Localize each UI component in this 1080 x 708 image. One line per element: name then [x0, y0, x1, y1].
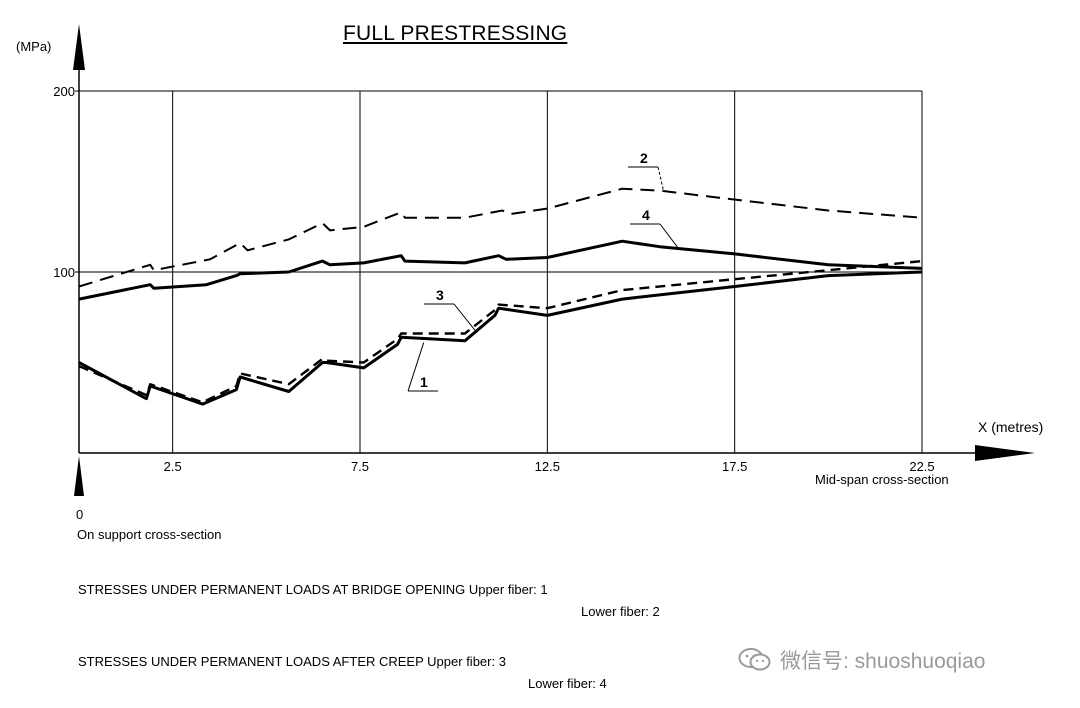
legend-opening-upper: Upper fiber: 1 [468, 582, 548, 597]
y-tick-label-100: 100 [53, 265, 75, 280]
series-callout-1: 1 [420, 374, 428, 390]
series-callout-4: 4 [642, 207, 650, 223]
legend-opening-title: STRESSES UNDER PERMANENT LOADS AT BRIDGE… [78, 582, 548, 597]
series-line-4 [78, 239, 923, 301]
series-callout-3: 3 [436, 287, 444, 303]
legend-opening-text: STRESSES UNDER PERMANENT LOADS AT BRIDGE… [78, 582, 466, 597]
series-callout-leader-4 [659, 223, 679, 249]
x-tick-label-12.5: 12.5 [535, 459, 560, 474]
legend-creep-upper: Upper fiber: 3 [427, 654, 506, 669]
origin-arrow [74, 456, 84, 496]
wechat-icon [738, 648, 771, 671]
x-tick-label-22.5: 22.5 [909, 459, 934, 474]
axes [73, 24, 1035, 496]
x-origin-label: 0 [76, 507, 84, 522]
series-callout-2: 2 [640, 150, 648, 166]
series-line-2 [78, 187, 923, 288]
legend-creep-text: STRESSES UNDER PERMANENT LOADS AFTER CRE… [78, 654, 424, 669]
axis-ticks: 2.5 7.5 12.5 17.5 22.5 100 200 [53, 84, 934, 474]
series-line-1 [78, 270, 923, 406]
watermark: 微信号: shuoshuoqiao [738, 645, 985, 675]
legend-creep-title: STRESSES UNDER PERMANENT LOADS AFTER CRE… [78, 654, 506, 669]
series-callout-leader-2 [657, 166, 664, 191]
x-axis-label: X (metres) [978, 419, 1044, 435]
x-tick-label-17.5: 17.5 [722, 459, 747, 474]
y-tick-label-200: 200 [53, 84, 75, 99]
series-callout-leader-1 [407, 342, 425, 392]
series [78, 187, 923, 406]
grid [79, 90, 923, 453]
x-end-note: Mid-span cross-section [815, 472, 949, 487]
x-tick-label-7.5: 7.5 [351, 459, 369, 474]
x-start-note: On support cross-section [77, 527, 222, 542]
watermark-text: 微信号: shuoshuoqiao [780, 650, 986, 673]
chart-title: FULL PRESTRESSING [343, 22, 568, 45]
y-axis-arrow [73, 24, 85, 70]
series-callouts: 1 2 3 4 [407, 150, 679, 392]
series-callout-leader-3 [453, 303, 477, 333]
legend-opening-lower: Lower fiber: 2 [581, 604, 660, 619]
legend-creep-lower: Lower fiber: 4 [528, 676, 607, 691]
y-axis-label: (MPa) [16, 39, 52, 54]
x-axis-arrow [975, 445, 1035, 461]
series-line-3 [78, 259, 923, 404]
x-tick-label-2.5: 2.5 [164, 459, 182, 474]
